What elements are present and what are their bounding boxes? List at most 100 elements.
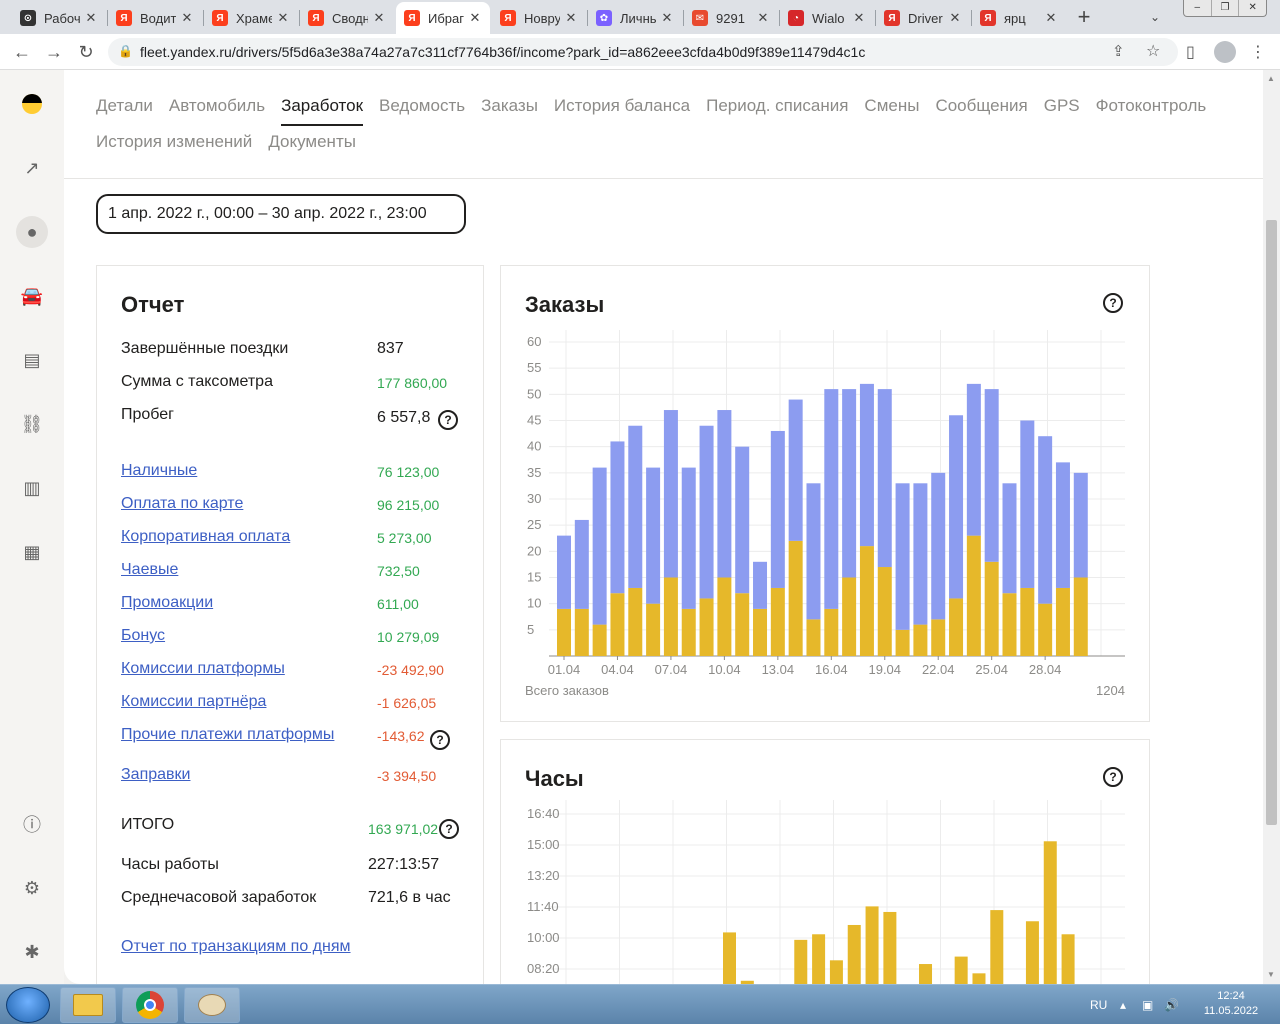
page-scrollbar[interactable]: ▲ ▼ [1263, 70, 1280, 984]
car-icon[interactable]: 🚘 [20, 285, 44, 306]
nav-tab[interactable]: Смены [864, 96, 920, 115]
report-item-link[interactable]: Чаевые [121, 561, 179, 578]
forward-arrow-icon[interactable]: → [45, 42, 63, 62]
tab-close-icon[interactable]: ✕ [853, 10, 865, 25]
tab-close-icon[interactable]: ✕ [565, 10, 577, 25]
nav-tab[interactable]: Сообщения [935, 96, 1028, 115]
tab-close-icon[interactable]: ✕ [1045, 10, 1057, 25]
volume-icon[interactable]: 🔊 [1164, 998, 1179, 1012]
reload-icon[interactable]: ↻ [78, 42, 94, 62]
document-icon[interactable]: ▤ [23, 349, 41, 370]
bar-segment [753, 608, 768, 656]
gear-icon[interactable]: ⚙ [23, 877, 41, 898]
hours-chart-card: Часы ? 08:20 10:00 11:40 13:20 15:00 16:40 [500, 739, 1150, 984]
total-help-icon[interactable]: ? [439, 819, 459, 839]
tab-search-chevron-icon[interactable]: ⌄ [1150, 10, 1161, 24]
scrollbar-thumb[interactable] [1266, 220, 1277, 825]
paint-icon[interactable] [184, 987, 240, 1023]
person-icon[interactable]: ● [16, 216, 48, 248]
restore-icon[interactable]: ❐ [1212, 0, 1240, 16]
tab-close-icon[interactable]: ✕ [85, 10, 97, 25]
info-icon[interactable]: ⓘ [23, 815, 41, 835]
browser-tab[interactable]: Я Новру ✕ [492, 2, 586, 34]
share-icon[interactable]: ⇪ [1112, 43, 1125, 60]
report-item-link[interactable]: Комиссии партнёра [121, 693, 267, 710]
report-item-link[interactable]: Промоакции [121, 594, 214, 611]
nav-tab[interactable]: Документы [268, 132, 356, 151]
minimize-icon[interactable]: – [1184, 0, 1212, 16]
trend-icon[interactable]: ↗ [24, 157, 40, 178]
back-arrow-icon[interactable]: ← [13, 42, 31, 62]
bar-segment [788, 399, 803, 541]
nav-tab[interactable]: Заказы [481, 96, 538, 115]
tab-close-icon[interactable]: ✕ [757, 10, 769, 25]
nav-tab[interactable]: Период. списания [706, 96, 849, 115]
transactions-link[interactable]: Отчет по транзакциям по дням [121, 938, 351, 955]
browser-tab[interactable]: Я Ибраг ✕ [396, 2, 490, 34]
tab-close-icon[interactable]: ✕ [373, 10, 385, 25]
other-payments-help-icon[interactable]: ? [430, 730, 450, 750]
language-indicator[interactable]: RU [1090, 998, 1108, 1012]
side-panel-icon[interactable]: ▯ [1186, 44, 1195, 61]
url-text[interactable]: fleet.yandex.ru/drivers/5f5d6a3e38a74a27… [140, 44, 866, 60]
date-range-picker[interactable]: 1 апр. 2022 г., 00:00 – 30 апр. 2022 г.,… [96, 194, 466, 234]
mileage-help-icon[interactable]: ? [438, 410, 458, 430]
omnibox[interactable]: 🔒 fleet.yandex.ru/drivers/5f5d6a3e38a74a… [108, 38, 1178, 66]
nav-tab[interactable]: Ведомость [379, 96, 466, 115]
nav-tab[interactable]: Заработок [281, 96, 364, 126]
tray-arrow-icon[interactable]: ▴ [1120, 998, 1127, 1012]
report-item-link[interactable]: Наличные [121, 462, 198, 479]
link-icon[interactable]: ⛓ [20, 413, 44, 434]
start-button[interactable] [6, 987, 50, 1023]
nav-tab[interactable]: GPS [1043, 96, 1080, 115]
network-icon[interactable]: ▣ [1142, 998, 1154, 1012]
scroll-down-arrow-icon[interactable]: ▼ [1267, 970, 1275, 979]
browser-tab[interactable]: Я Сводн ✕ [300, 2, 394, 34]
tab-close-icon[interactable]: ✕ [469, 10, 481, 25]
yandex-logo-icon[interactable] [16, 88, 48, 120]
map-icon[interactable]: ▥ [23, 477, 41, 498]
tab-close-icon[interactable]: ✕ [181, 10, 193, 25]
browser-tab[interactable]: ✿ Личнь ✕ [588, 2, 682, 34]
hours-help-icon[interactable]: ? [1103, 767, 1123, 787]
nav-tab[interactable]: Автомобиль [168, 96, 266, 115]
orders-help-icon[interactable]: ? [1103, 293, 1123, 313]
nav-tab[interactable]: Детали [96, 96, 153, 115]
browser-tab[interactable]: ✉ 9291 ✕ [684, 2, 778, 34]
profile-avatar-icon[interactable] [1214, 41, 1236, 63]
report-item-link[interactable]: Прочие платежи платформы [121, 726, 335, 743]
browser-tab[interactable]: Я Водит ✕ [108, 2, 202, 34]
x-tick-label: 16.04 [815, 662, 848, 677]
report-item-link[interactable]: Корпоративная оплата [121, 528, 291, 545]
menu-dots-icon[interactable]: ⋮ [1250, 44, 1266, 61]
browser-tab[interactable]: ◔ Wialo ✕ [780, 2, 874, 34]
browser-tab[interactable]: Я Храме ✕ [204, 2, 298, 34]
lock-icon[interactable]: 🔒 [118, 44, 133, 58]
tab-close-icon[interactable]: ✕ [277, 10, 289, 25]
browser-tab[interactable]: Я Driver ✕ [876, 2, 970, 34]
report-card: Отчет Завершённые поездки 837 Сумма с та… [96, 265, 484, 984]
scroll-up-arrow-icon[interactable]: ▲ [1267, 74, 1275, 83]
clock[interactable]: 12:24 11.05.2022 [1196, 989, 1266, 1019]
browser-tab[interactable]: ⊙ Рабоч ✕ [12, 2, 106, 34]
report-item-link[interactable]: Комиссии платформы [121, 660, 285, 677]
bug-icon[interactable]: ✱ [24, 941, 40, 962]
taximeter-row: Сумма с таксометра 177 860,00 [121, 373, 481, 395]
file-explorer-icon[interactable] [60, 987, 116, 1023]
nav-tab[interactable]: Фотоконтроль [1095, 96, 1207, 115]
dashboard-icon[interactable]: ▦ [23, 541, 41, 562]
report-item-link[interactable]: Бонус [121, 627, 166, 644]
tab-close-icon[interactable]: ✕ [949, 10, 961, 25]
bar-segment [592, 624, 607, 656]
report-item-link[interactable]: Оплата по карте [121, 495, 244, 512]
chrome-icon[interactable] [122, 987, 178, 1023]
tab-close-icon[interactable]: ✕ [661, 10, 673, 25]
new-tab-button[interactable]: + [1077, 4, 1091, 29]
nav-tab[interactable]: История баланса [553, 96, 691, 115]
close-window-icon[interactable]: ✕ [1248, 2, 1257, 13]
nav-tab[interactable]: История изменений [96, 132, 253, 151]
bookmark-star-icon[interactable]: ☆ [1146, 43, 1161, 60]
report-item-link[interactable]: Заправки [121, 766, 191, 783]
tab-title: Личнь [620, 10, 656, 26]
